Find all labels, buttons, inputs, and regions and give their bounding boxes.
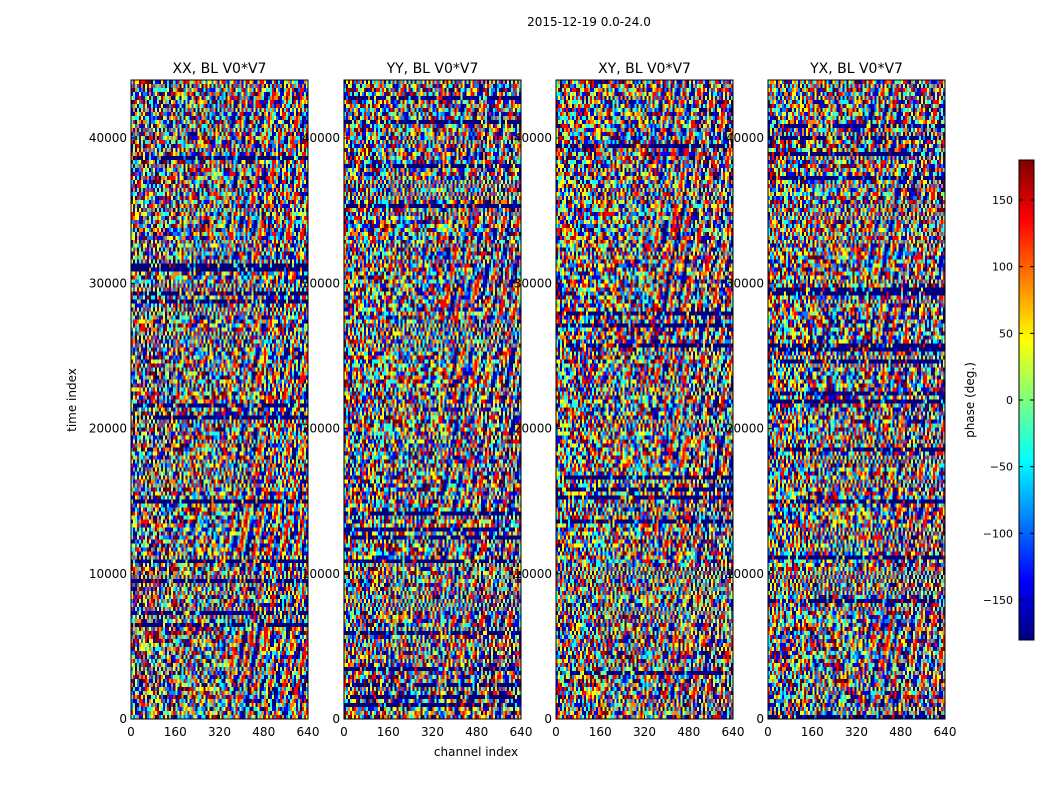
panel-title-1: YY, BL V0*V7 (386, 61, 479, 77)
x-tick-label-2-4: 640 (722, 725, 745, 739)
y-tick-label-1-4: 40000 (302, 131, 340, 145)
panel-title-3: YX, BL V0*V7 (809, 61, 903, 77)
colorbar: −150 −100 −50 0 50 100 150 phase (deg.) (963, 159, 1035, 641)
x-tick-label-2-3: 480 (677, 725, 700, 739)
y-tick-label-2-1: 10000 (514, 567, 552, 581)
panel-1: YY, BL V0*V7 0 160 320 480 640 0 10000 20000 3000… (302, 61, 533, 739)
x-tick-label-1-3: 480 (465, 725, 488, 739)
y-tick-label-3-3: 30000 (726, 276, 764, 290)
y-tick-label-1-3: 30000 (302, 276, 340, 290)
x-tick-label-1-2: 320 (421, 725, 444, 739)
panels: XX, BL V0*V7 0 160 320 480 640 0 10000 20000 3000… (89, 61, 957, 739)
colorbar-tick-label-4: 50 (999, 327, 1013, 340)
y-tick-label-2-0: 0 (544, 712, 552, 726)
y-tick-label-0-2: 20000 (89, 422, 127, 436)
y-tick-label-2-3: 30000 (514, 276, 552, 290)
heatmap-image-0 (131, 80, 308, 719)
x-tick-label-1-0: 0 (340, 725, 348, 739)
y-tick-label-0-1: 10000 (89, 567, 127, 581)
x-tick-label-3-1: 160 (801, 725, 824, 739)
y-tick-label-0-3: 30000 (89, 276, 127, 290)
colorbar-tick-label-2: −50 (990, 461, 1013, 474)
x-tick-label-0-4: 640 (297, 725, 320, 739)
colorbar-tick-label-1: −100 (983, 527, 1013, 540)
x-tick-label-3-0: 0 (764, 725, 772, 739)
x-axis-label: channel index (434, 745, 518, 759)
colorbar-tick-label-6: 150 (992, 194, 1013, 207)
x-tick-label-1-1: 160 (377, 725, 400, 739)
panel-2: XY, BL V0*V7 0 160 320 480 640 0 10000 20000 3000… (514, 61, 745, 739)
x-tick-label-3-4: 640 (934, 725, 957, 739)
y-tick-label-1-1: 10000 (302, 567, 340, 581)
y-tick-label-2-4: 40000 (514, 131, 552, 145)
x-tick-label-1-4: 640 (510, 725, 533, 739)
panel-3: YX, BL V0*V7 0 160 320 480 640 0 10000 20000 3000… (726, 61, 957, 739)
x-tick-label-2-0: 0 (552, 725, 560, 739)
y-axis-label: time index (65, 368, 79, 432)
y-tick-label-3-0: 0 (756, 712, 764, 726)
colorbar-tick-label-3: 0 (1006, 394, 1013, 407)
figure-suptitle: 2015-12-19 0.0-24.0 (527, 15, 651, 29)
y-tick-label-3-1: 10000 (726, 567, 764, 581)
x-tick-label-0-0: 0 (127, 725, 135, 739)
colorbar-label: phase (deg.) (963, 362, 977, 438)
y-tick-label-0-4: 40000 (89, 131, 127, 145)
heatmap-image-2 (556, 80, 733, 719)
y-tick-label-0-0: 0 (119, 712, 127, 726)
heatmap-image-1 (344, 80, 521, 719)
y-tick-label-1-2: 20000 (302, 422, 340, 436)
x-tick-label-0-3: 480 (252, 725, 275, 739)
x-tick-label-0-1: 160 (164, 725, 187, 739)
panel-title-2: XY, BL V0*V7 (598, 61, 691, 77)
y-tick-label-3-2: 20000 (726, 422, 764, 436)
heatmap-image-3 (768, 80, 945, 719)
x-tick-label-3-3: 480 (889, 725, 912, 739)
x-tick-label-0-2: 320 (208, 725, 231, 739)
panel-title-0: XX, BL V0*V7 (173, 61, 267, 77)
x-tick-label-3-2: 320 (845, 725, 868, 739)
x-tick-label-2-1: 160 (589, 725, 612, 739)
panel-0: XX, BL V0*V7 0 160 320 480 640 0 10000 20000 3000… (89, 61, 320, 739)
x-tick-label-2-2: 320 (633, 725, 656, 739)
colorbar-tick-label-5: 100 (992, 261, 1013, 274)
y-tick-label-2-2: 20000 (514, 422, 552, 436)
colorbar-tick-label-0: −150 (983, 594, 1013, 607)
y-tick-label-3-4: 40000 (726, 131, 764, 145)
y-tick-label-1-0: 0 (332, 712, 340, 726)
